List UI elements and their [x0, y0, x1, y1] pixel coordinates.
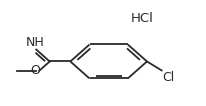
Text: NH: NH [26, 36, 44, 49]
Text: O: O [30, 64, 40, 77]
Text: Cl: Cl [162, 71, 174, 84]
Text: HCl: HCl [130, 12, 152, 24]
